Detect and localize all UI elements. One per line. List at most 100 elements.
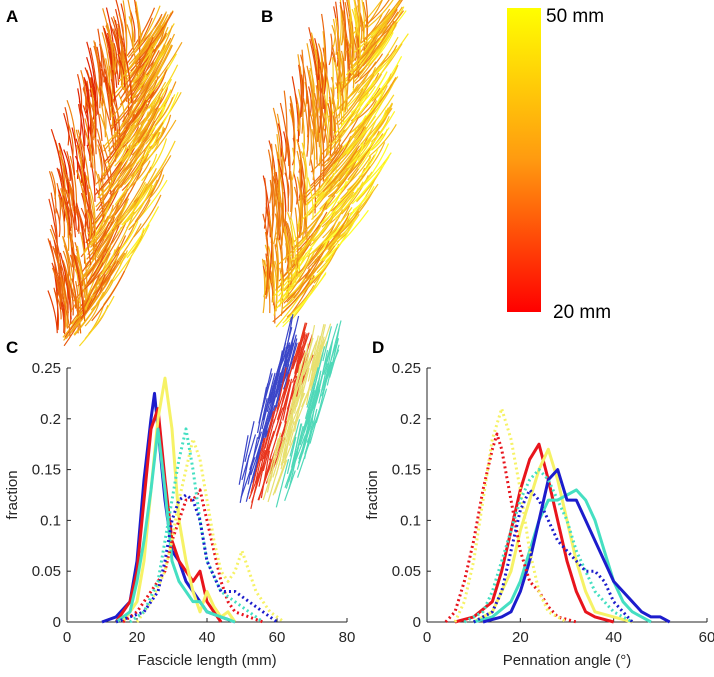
inset-fiber (241, 434, 257, 481)
fiber (71, 247, 85, 316)
fiber (84, 262, 104, 290)
fiber (74, 155, 83, 183)
fiber (58, 142, 66, 204)
fiber (334, 74, 369, 119)
fiber (50, 192, 58, 257)
fiber (58, 168, 72, 232)
series-line (115, 427, 236, 624)
fiber (85, 190, 119, 244)
fiber (102, 211, 135, 272)
fiber (96, 250, 128, 305)
series-line (453, 407, 568, 624)
fiber (80, 274, 106, 320)
inset-fiber (284, 470, 296, 502)
fiber (341, 57, 346, 96)
fiber (76, 207, 92, 266)
inset-fiber (244, 421, 255, 462)
fiber (335, 51, 341, 112)
fiber (323, 113, 330, 156)
fiber (75, 170, 87, 214)
fiber (134, 166, 165, 223)
y-tick-label: 0.15 (392, 462, 421, 479)
fiber (364, 0, 401, 39)
fiber (326, 180, 347, 209)
fiber (277, 181, 284, 246)
fiber (341, 155, 372, 190)
inset-fiber (257, 397, 268, 439)
fiber (272, 247, 313, 298)
fiber (52, 246, 69, 314)
fiber (292, 231, 315, 263)
fiber (340, 50, 344, 78)
fiber (77, 129, 90, 189)
fiber (296, 150, 301, 189)
fiber (353, 94, 395, 147)
fiber (364, 90, 384, 119)
fiber (117, 23, 123, 61)
inset-fiber (293, 346, 303, 380)
fiber (294, 245, 336, 293)
inset-fiber (292, 332, 306, 370)
fiber (334, 171, 373, 214)
series-line (114, 407, 223, 623)
inset-fiber (322, 326, 332, 362)
fiber (347, 35, 379, 80)
fiber (332, 18, 336, 48)
fiber (317, 52, 323, 114)
fiber (91, 270, 126, 322)
inset-fiber (282, 381, 292, 421)
y-tick-label: 0.1 (40, 512, 61, 529)
fiber (87, 212, 92, 239)
y-axis-label: fraction (4, 470, 21, 519)
fiber (97, 139, 113, 198)
fiber (278, 213, 323, 265)
fiber (334, 61, 343, 126)
fiber (96, 46, 102, 101)
fiber (331, 152, 361, 198)
fiber (104, 76, 113, 106)
fiber (103, 170, 136, 223)
fiber (300, 74, 304, 115)
fiber (53, 287, 60, 331)
muscle-render-a (47, 0, 183, 347)
x-tick-label: 0 (423, 629, 431, 646)
fiber (150, 32, 167, 55)
fiber (63, 112, 76, 176)
fiber (144, 131, 159, 159)
inset-fiber (290, 423, 303, 468)
fiber (296, 103, 300, 132)
fiber (132, 5, 161, 55)
fiber (50, 171, 57, 200)
fiber (318, 74, 322, 133)
fiber (134, 50, 160, 84)
fiber (367, 78, 397, 121)
fiber (343, 59, 386, 111)
fiber (367, 0, 394, 29)
inset-fiber (238, 435, 249, 485)
fiber (117, 53, 126, 88)
fiber (128, 199, 151, 231)
fiber (147, 25, 173, 73)
fiber (368, 25, 395, 66)
fiber (293, 240, 330, 299)
inset-fiber (284, 457, 297, 488)
panel-label: B (261, 7, 273, 26)
fiber (86, 41, 97, 100)
fiber (114, 20, 121, 80)
y-tick-label: 0.15 (32, 462, 61, 479)
fiber (129, 107, 160, 162)
y-tick-label: 0.05 (32, 563, 61, 580)
inset-fiber (275, 438, 287, 476)
fiber (361, 0, 365, 38)
x-tick-label: 40 (199, 629, 216, 646)
inset-fiber (318, 363, 329, 404)
fiber (272, 175, 280, 224)
fiber (66, 278, 99, 329)
fiber (84, 67, 92, 97)
fiber (126, 228, 145, 259)
fiber (114, 145, 151, 206)
inset-fiber (250, 473, 260, 509)
fiber (307, 256, 333, 285)
y-tick-label: 0.25 (32, 360, 61, 377)
